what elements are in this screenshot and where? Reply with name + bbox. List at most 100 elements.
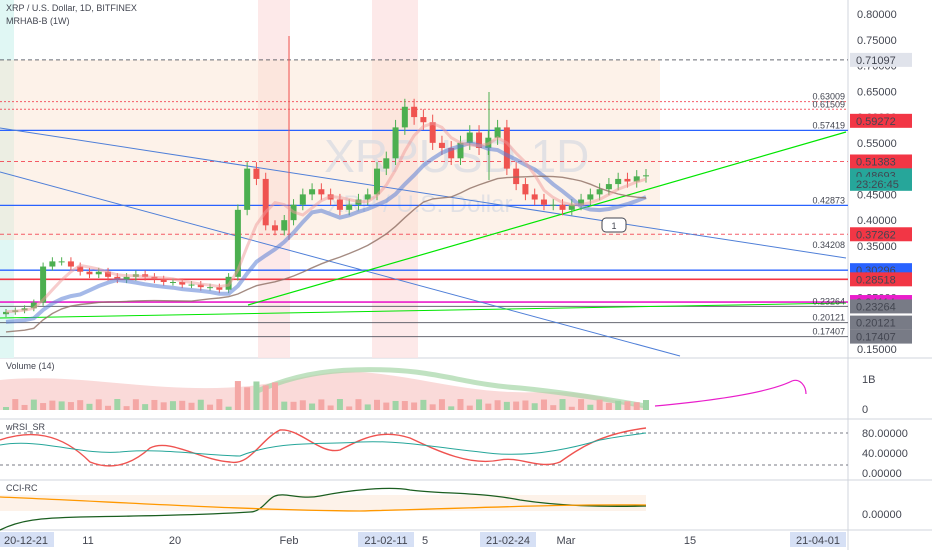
band xyxy=(0,0,14,358)
volume-bar xyxy=(77,400,84,410)
price-tick: 0.45000 xyxy=(857,189,897,201)
price-label-bg xyxy=(850,329,912,344)
candle xyxy=(429,122,436,143)
volume-bar xyxy=(49,400,56,410)
time-label: 5 xyxy=(422,535,428,547)
time-label: 20-12-21 xyxy=(4,535,48,547)
volume-bar xyxy=(476,399,483,410)
volume-bar xyxy=(364,404,371,410)
candle xyxy=(550,204,557,206)
volume-bar xyxy=(309,403,316,410)
volume-bar xyxy=(355,399,362,410)
price-label: 0.17407 xyxy=(856,332,896,344)
cci-signal xyxy=(0,496,647,512)
candle xyxy=(262,178,269,226)
volume-bar xyxy=(615,400,622,410)
candle xyxy=(169,282,176,283)
volume-bar xyxy=(169,401,176,410)
time-label-bg xyxy=(0,532,54,547)
candle xyxy=(253,168,260,179)
price-label: 23:26:45 xyxy=(856,179,899,191)
volume-bar xyxy=(40,403,47,410)
volume-bar xyxy=(21,404,28,410)
volume-bar xyxy=(253,381,260,410)
price-label: 0.28518 xyxy=(856,274,896,286)
candle xyxy=(615,178,622,185)
candle xyxy=(587,194,594,200)
candle xyxy=(513,168,520,185)
volume-bar xyxy=(262,385,269,410)
rsi-signal xyxy=(0,432,647,457)
volume-bar xyxy=(503,401,510,410)
level-annotation: 0.42873 xyxy=(812,195,845,205)
candle xyxy=(605,184,612,190)
candle xyxy=(216,287,223,290)
volume-bar xyxy=(234,381,241,410)
candle xyxy=(234,209,241,277)
price-label: 0.20121 xyxy=(856,318,896,330)
price-label-bg xyxy=(850,52,912,67)
volume-bar xyxy=(318,399,325,410)
price-label: 0.59272 xyxy=(856,116,896,128)
candle xyxy=(578,199,585,205)
volume-bar xyxy=(550,405,557,410)
cci-pane-title: CCI-RC xyxy=(6,483,38,493)
price-label-bg xyxy=(850,113,912,128)
volume-bar xyxy=(559,399,566,410)
level-annotation: 0.34208 xyxy=(812,240,845,250)
volume-bar xyxy=(568,406,575,410)
volume-bar xyxy=(114,399,121,410)
candle xyxy=(3,311,9,315)
candle xyxy=(77,266,84,272)
volume-bar xyxy=(271,382,278,410)
volume-bar xyxy=(383,402,390,410)
volume-bar xyxy=(466,405,473,410)
candle xyxy=(179,282,186,285)
volume-bar xyxy=(448,406,455,410)
level-annotation: 0.23264 xyxy=(812,296,845,306)
candle xyxy=(123,276,130,280)
cci-line xyxy=(0,487,647,531)
price-label: 0.37262 xyxy=(856,229,896,241)
candle xyxy=(503,127,510,169)
volume-area xyxy=(0,371,646,410)
candle xyxy=(596,189,603,195)
price-tick: 0.15000 xyxy=(857,344,897,356)
volume-bar xyxy=(336,399,343,410)
candle xyxy=(643,175,649,177)
volume-projection xyxy=(654,379,807,407)
volume-bar xyxy=(299,400,306,410)
price-tick: 0.55000 xyxy=(857,138,897,150)
candle xyxy=(40,266,47,303)
candle xyxy=(160,279,167,282)
candle xyxy=(374,168,381,195)
volume-bar xyxy=(633,402,640,410)
candle xyxy=(299,194,306,205)
wrsi-pane-title: wRSI_SR xyxy=(6,422,46,432)
candle xyxy=(392,127,399,159)
time-label-bg xyxy=(480,532,536,547)
chart-title: XRP / U.S. Dollar, 1D, BITFINEX xyxy=(6,3,137,13)
candle xyxy=(448,148,455,159)
price-label: 0.51383 xyxy=(856,156,896,168)
ma-band xyxy=(5,141,647,324)
time-label: 21-02-11 xyxy=(364,535,407,547)
time-label-bg xyxy=(790,532,846,547)
volume-bar xyxy=(485,403,492,410)
volume-bar xyxy=(132,399,139,410)
volume-bar xyxy=(587,404,594,410)
candle xyxy=(401,106,408,128)
band xyxy=(0,60,660,240)
volume-tick: 0 xyxy=(862,404,868,416)
volume-bar xyxy=(420,399,427,410)
volume-bar xyxy=(95,399,102,410)
volume-bar xyxy=(578,399,585,410)
level-annotation: 0.61509 xyxy=(812,99,845,109)
volume-bar xyxy=(244,387,251,410)
candle xyxy=(466,132,473,143)
indicator-panes: 1B 0 80.00000 40.00000 0.00000 0.00000 xyxy=(0,367,908,531)
time-label: 21-02-24 xyxy=(486,535,530,547)
volume-bar xyxy=(494,400,501,410)
